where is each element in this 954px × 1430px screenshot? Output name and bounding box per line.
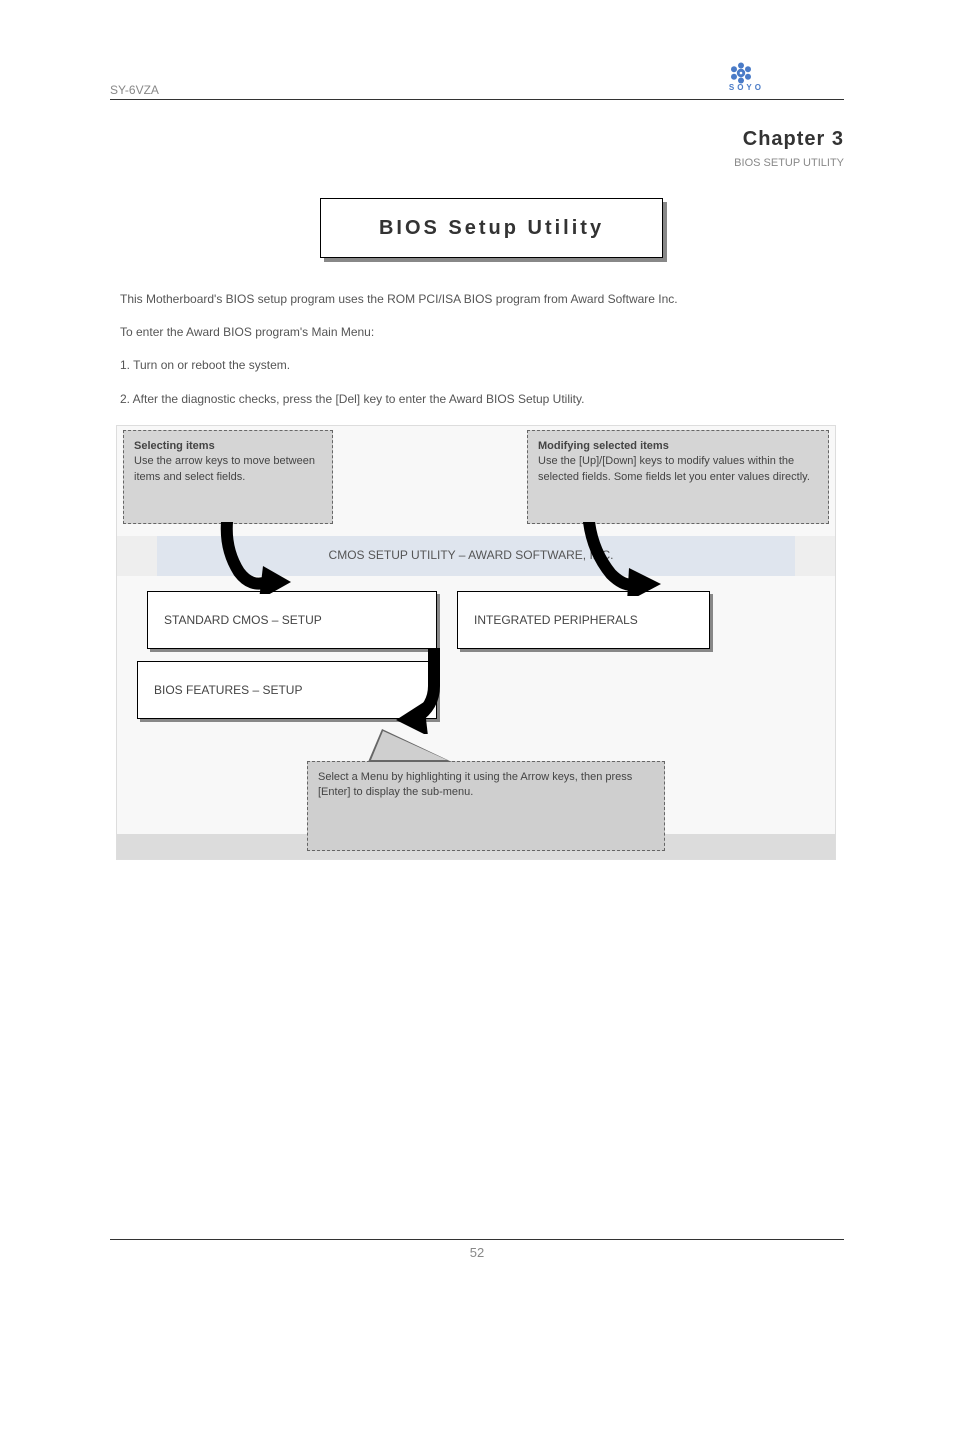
callout-select-menu: Select a Menu by highlighting it using t… (307, 761, 665, 851)
callout-b-body: Use the [Up]/[Down] keys to modify value… (538, 455, 810, 482)
callout-modifying-items: Modifying selected items Use the [Up]/[D… (527, 430, 829, 524)
page-number: 52 (0, 1245, 954, 1260)
callout-c-body: Select a Menu by highlighting it using t… (318, 771, 632, 798)
menu-option-standard-cmos[interactable]: STANDARD CMOS – SETUP (147, 591, 437, 649)
bios-title-box: BIOS Setup Utility (320, 198, 663, 258)
intro-step2: 2. After the diagnostic checks, press th… (120, 390, 834, 409)
brand-logo: SOYO (729, 62, 764, 92)
brand-name: SOYO (729, 83, 764, 92)
intro-p2: To enter the Award BIOS program's Main M… (120, 323, 834, 342)
soyo-logo-icon (729, 62, 753, 84)
callout-b-title: Modifying selected items (538, 440, 669, 452)
callout-a-title: Selecting items (134, 440, 215, 452)
callout-selecting-items: Selecting items Use the arrow keys to mo… (123, 430, 333, 524)
bios-diagram: CMOS SETUP UTILITY – AWARD SOFTWARE, INC… (116, 425, 836, 860)
footer-rule (110, 1239, 844, 1240)
intro-step1: 1. Turn on or reboot the system. (120, 356, 834, 375)
section-header: Chapter 3 BIOS SETUP UTILITY (110, 128, 844, 169)
intro-p1: This Motherboard's BIOS setup program us… (120, 290, 834, 309)
header-title: SY-6VZA (110, 83, 159, 99)
intro-text: This Motherboard's BIOS setup program us… (120, 290, 834, 423)
callout-c-pointer (368, 729, 452, 762)
opt3-label: BIOS FEATURES – SETUP (154, 683, 302, 697)
opt1-label: STANDARD CMOS – SETUP (164, 613, 322, 627)
callout-a-body: Use the arrow keys to move between items… (134, 455, 315, 482)
menu-option-integrated-peripherals[interactable]: INTEGRATED PERIPHERALS (457, 591, 710, 649)
bios-title-label: BIOS Setup Utility (379, 217, 604, 240)
chapter-subtitle: BIOS SETUP UTILITY (110, 157, 844, 169)
chapter-title: Chapter 3 (110, 128, 844, 151)
menu-title: CMOS SETUP UTILITY – AWARD SOFTWARE, INC… (297, 541, 645, 569)
opt2-label: INTEGRATED PERIPHERALS (474, 613, 638, 627)
menu-option-bios-features[interactable]: BIOS FEATURES – SETUP (137, 661, 437, 719)
